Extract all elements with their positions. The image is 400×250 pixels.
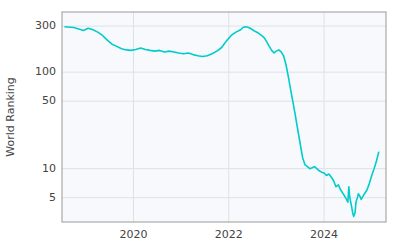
grid-line — [228, 12, 229, 222]
plot-marks — [64, 27, 378, 217]
tick-label: 5 — [49, 191, 56, 204]
tick-label: 2020 — [119, 228, 147, 241]
tick-label: 300 — [35, 19, 56, 32]
plot-area — [62, 12, 386, 222]
y-axis-label: World Ranking — [4, 77, 17, 157]
grid-line — [62, 72, 386, 73]
grid-line — [324, 12, 325, 222]
tick-label: 10 — [42, 162, 56, 175]
tick-label: 2024 — [310, 228, 338, 241]
grid-line — [62, 197, 386, 198]
tick-label: 100 — [35, 65, 56, 78]
tick-label: 2022 — [215, 228, 243, 241]
chart: 5 10 50 100 300 2020 2022 2024 World Ranking — [0, 0, 400, 250]
grid-line — [62, 168, 386, 169]
plot-frame — [62, 12, 386, 222]
grid-line — [133, 12, 134, 222]
data-line — [64, 27, 378, 217]
grid-line — [62, 101, 386, 102]
axes: 5 10 50 100 300 2020 2022 2024 — [35, 19, 338, 241]
tick-label: 50 — [42, 94, 56, 107]
grid — [62, 12, 386, 222]
grid-line — [62, 26, 386, 27]
